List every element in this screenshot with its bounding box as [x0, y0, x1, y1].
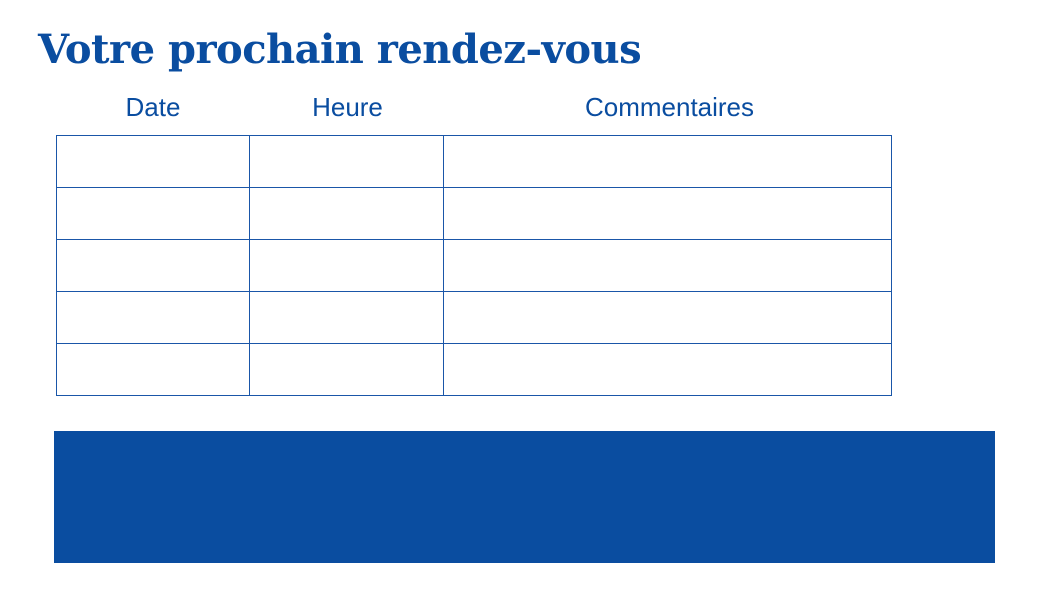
- page-title: Votre prochain rendez-vous: [38, 26, 642, 73]
- table-row: [56, 291, 892, 344]
- table-row: [56, 343, 892, 396]
- column-header-date: Date: [125, 92, 181, 122]
- cell-commentaires: [443, 343, 892, 396]
- date-input[interactable]: [57, 136, 249, 187]
- appointment-table: [56, 135, 892, 396]
- cell-commentaires: [443, 239, 892, 292]
- heure-input[interactable]: [250, 136, 443, 187]
- column-header-heure: Heure: [312, 92, 383, 122]
- cell-heure: [249, 135, 444, 188]
- cell-date: [56, 135, 250, 188]
- table-row: [56, 187, 892, 240]
- commentaires-input[interactable]: [444, 292, 891, 343]
- column-header-commentaires: Commentaires: [584, 92, 755, 122]
- date-input[interactable]: [57, 240, 249, 291]
- table-row: [56, 135, 892, 188]
- table-row: [56, 239, 892, 292]
- cell-heure: [249, 291, 444, 344]
- date-input[interactable]: [57, 188, 249, 239]
- heure-input[interactable]: [250, 240, 443, 291]
- cell-heure: [249, 343, 444, 396]
- commentaires-input[interactable]: [444, 240, 891, 291]
- heure-input[interactable]: [250, 344, 443, 395]
- cell-date: [56, 239, 250, 292]
- cell-date: [56, 291, 250, 344]
- heure-input[interactable]: [250, 292, 443, 343]
- commentaires-input[interactable]: [444, 344, 891, 395]
- heure-input[interactable]: [250, 188, 443, 239]
- commentaires-input[interactable]: [444, 188, 891, 239]
- date-input[interactable]: [57, 292, 249, 343]
- footer-banner: [54, 431, 995, 563]
- cell-heure: [249, 187, 444, 240]
- date-input[interactable]: [57, 344, 249, 395]
- cell-date: [56, 187, 250, 240]
- commentaires-input[interactable]: [444, 136, 891, 187]
- cell-heure: [249, 239, 444, 292]
- cell-commentaires: [443, 135, 892, 188]
- cell-commentaires: [443, 187, 892, 240]
- cell-commentaires: [443, 291, 892, 344]
- cell-date: [56, 343, 250, 396]
